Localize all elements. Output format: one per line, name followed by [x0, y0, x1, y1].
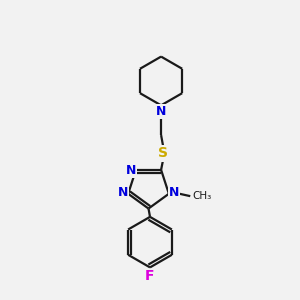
Text: F: F	[145, 269, 155, 283]
Text: CH₃: CH₃	[193, 191, 212, 201]
Text: N: N	[169, 186, 179, 200]
Text: N: N	[118, 186, 128, 200]
Text: N: N	[156, 105, 166, 118]
Text: S: S	[158, 146, 169, 161]
Text: N: N	[125, 164, 136, 177]
